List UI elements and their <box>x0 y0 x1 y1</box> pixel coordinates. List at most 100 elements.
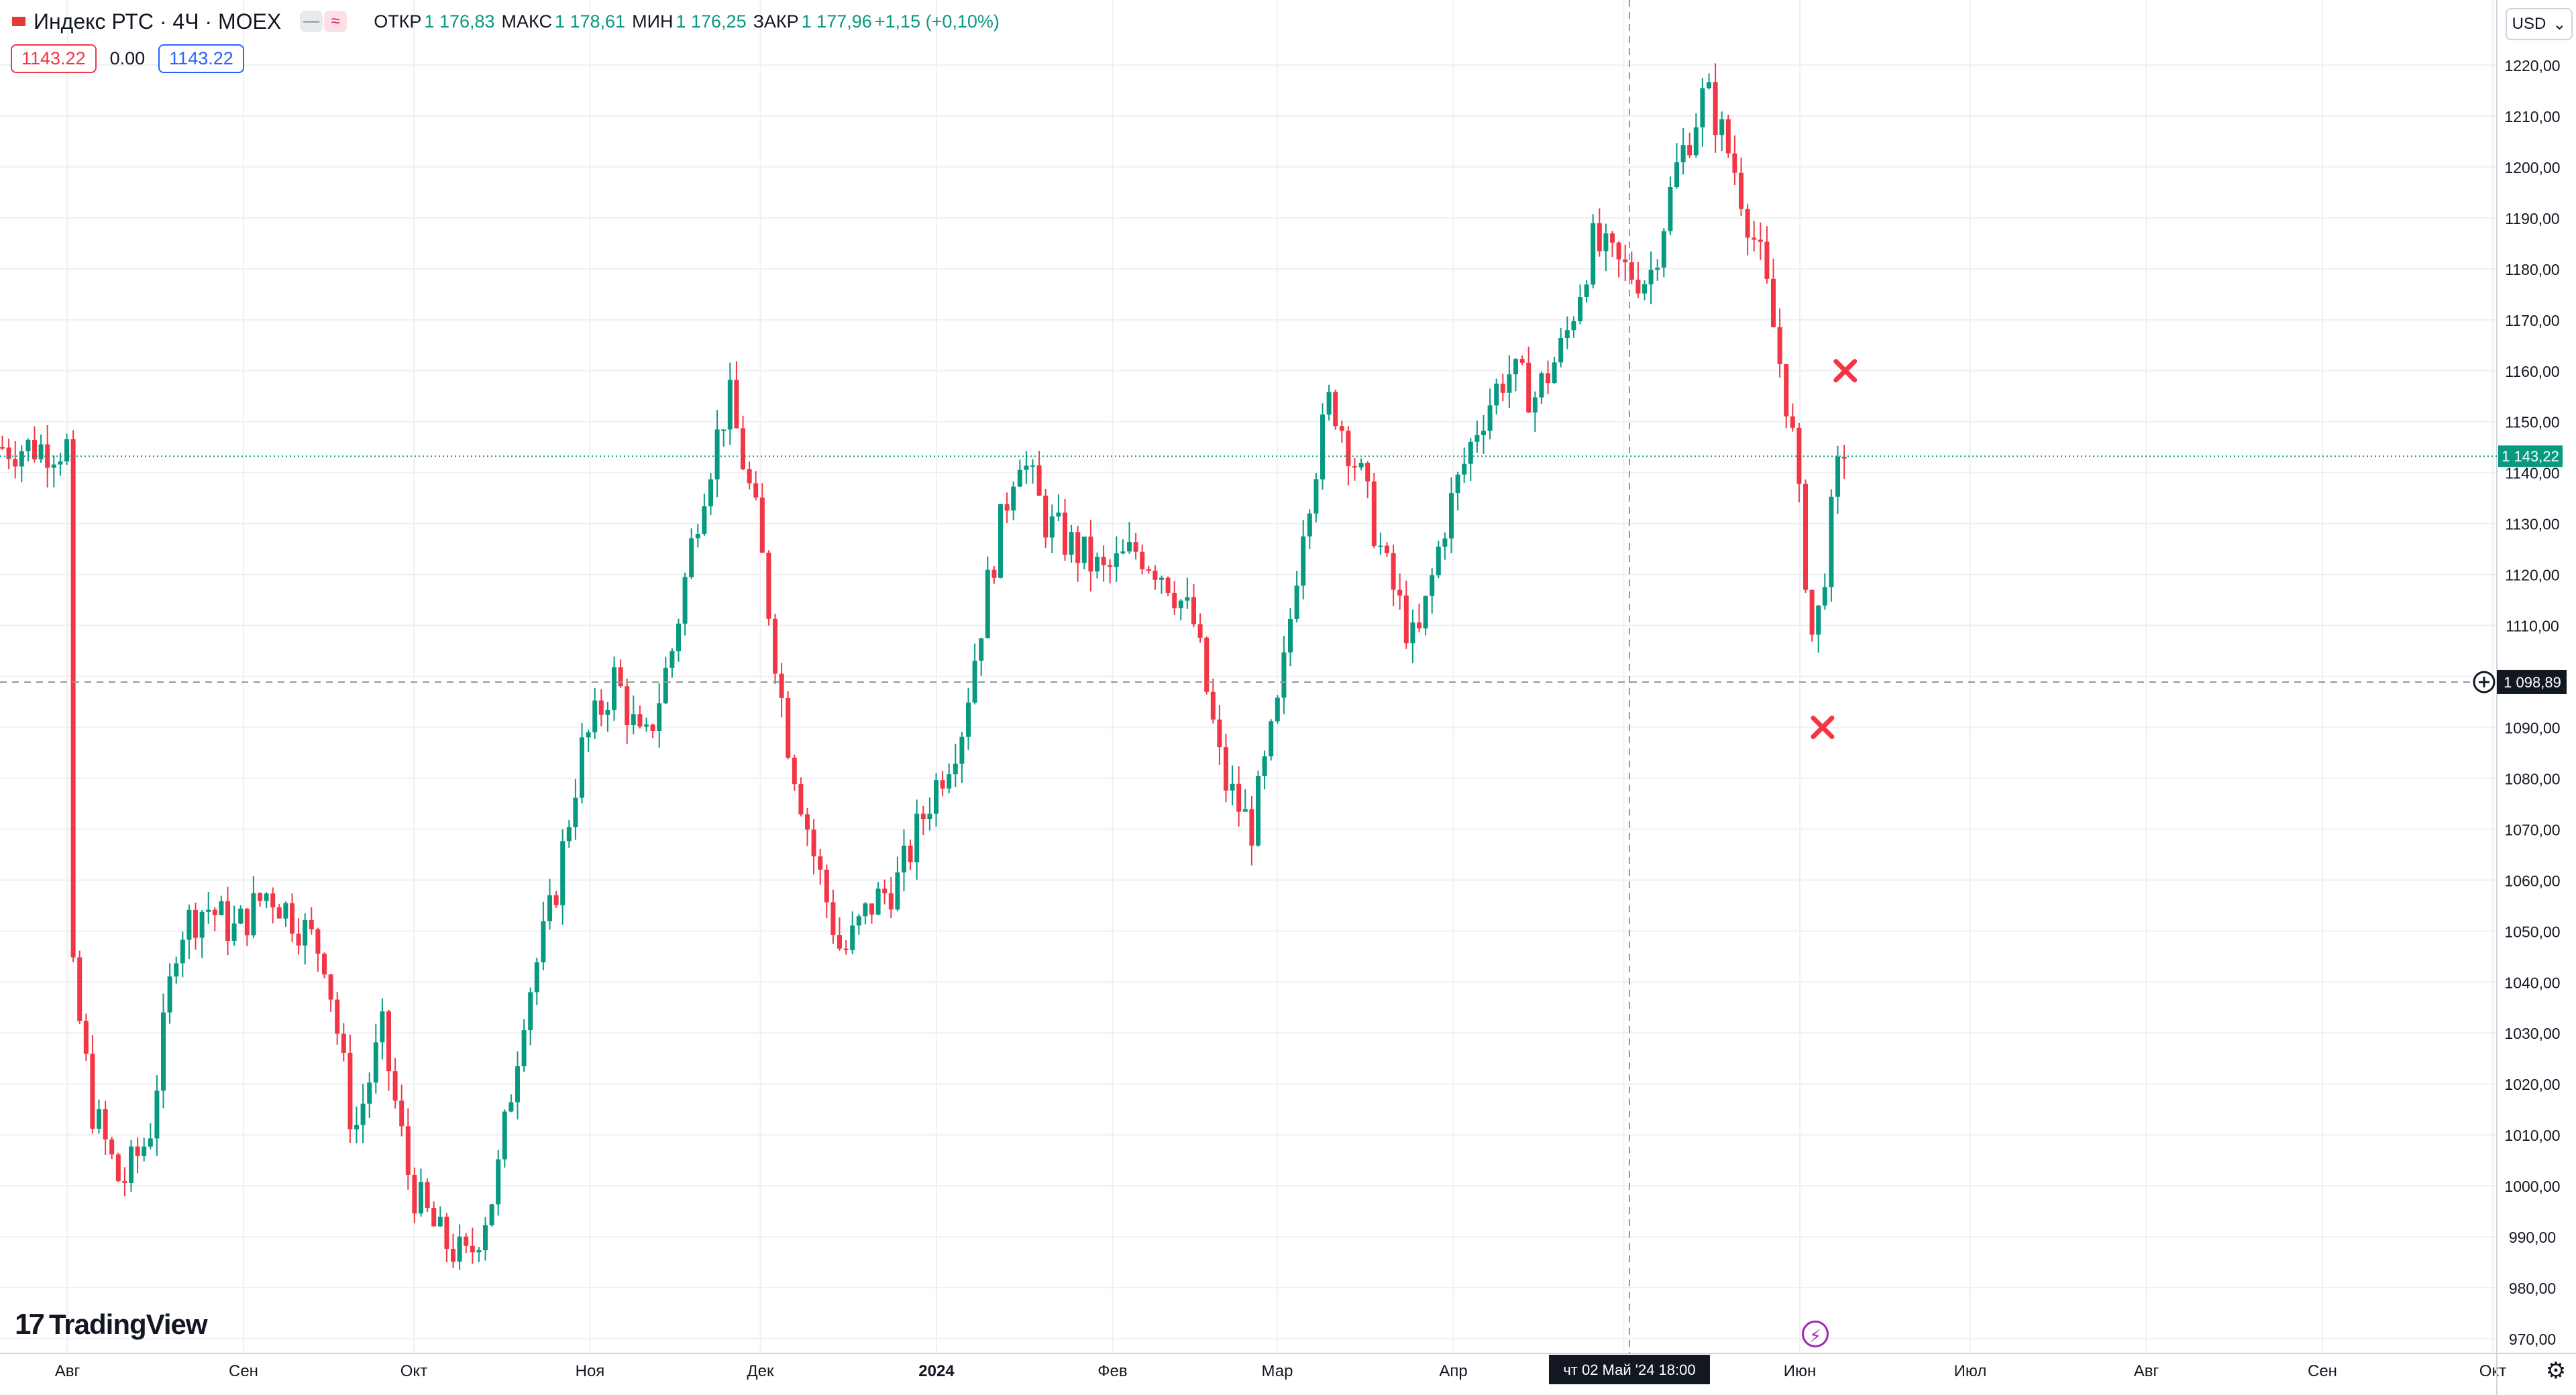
candle-body <box>154 1091 160 1139</box>
candle-body <box>792 757 797 785</box>
candle-body <box>1526 362 1532 413</box>
candle-body <box>1133 542 1138 552</box>
candle-body <box>1242 809 1248 812</box>
candle-body <box>1430 575 1435 596</box>
candle-body <box>1036 465 1042 496</box>
candle-body <box>1049 516 1055 538</box>
candle-body <box>186 909 192 940</box>
candle-body <box>1191 597 1196 624</box>
low-value: 1 176,25 <box>676 11 747 32</box>
candle-body <box>824 869 829 903</box>
candle-body <box>702 506 707 534</box>
candle-body <box>496 1159 501 1205</box>
candle-body <box>367 1082 372 1104</box>
y-tick-label: 1130,00 <box>2505 516 2559 533</box>
candle-body <box>1500 384 1505 393</box>
candle-body <box>1558 338 1564 363</box>
candle-body <box>856 916 861 926</box>
currency-select[interactable]: USD ⌄ <box>2506 8 2573 40</box>
candle-body <box>1152 570 1158 580</box>
candle-body <box>174 963 179 976</box>
candle-body <box>225 901 230 941</box>
candle-body <box>1030 465 1035 467</box>
candle-body <box>103 1109 108 1139</box>
y-tick-label: 980,00 <box>2509 1280 2556 1297</box>
candle-body <box>1732 153 1737 173</box>
approx-icon[interactable]: ≈ <box>324 11 347 32</box>
candle-body <box>502 1111 507 1160</box>
high-label: МАКС <box>501 11 552 32</box>
candle-body <box>727 380 733 430</box>
y-tick-label: 1030,00 <box>2504 1025 2560 1042</box>
candle-body <box>1301 536 1306 586</box>
y-tick-label: 1220,00 <box>2504 57 2560 74</box>
lightning-icon[interactable]: ⚡ <box>1802 1321 1829 1347</box>
candle-body <box>354 1125 359 1129</box>
candle-body <box>1474 435 1480 442</box>
candle-body <box>843 948 849 950</box>
candle-body <box>669 651 675 668</box>
brand-name: TradingView <box>48 1308 208 1340</box>
candle-body <box>1546 373 1550 384</box>
candle-body <box>1371 481 1377 547</box>
candle-body <box>444 1217 449 1249</box>
candle-body <box>1591 223 1596 285</box>
candle-body <box>830 902 836 936</box>
candle-body <box>1185 597 1190 601</box>
candle-body <box>1146 569 1151 571</box>
candle-body <box>1108 565 1113 567</box>
candle-body <box>1655 268 1660 270</box>
candle-body <box>129 1146 133 1183</box>
candle-body <box>811 829 816 856</box>
candle-body <box>657 703 662 732</box>
candle-body <box>663 667 668 704</box>
candle-body <box>1449 493 1454 539</box>
candle-body <box>650 724 655 732</box>
y-tick-label: 1020,00 <box>2504 1076 2560 1093</box>
candle-body <box>850 925 855 950</box>
candle-body <box>1313 479 1319 514</box>
minus-icon[interactable]: — <box>300 11 323 32</box>
candle-body <box>1809 590 1815 635</box>
candle-body <box>985 569 990 638</box>
x-tick-label: Фев <box>1097 1362 1127 1380</box>
y-tick-label: 1110,00 <box>2506 618 2559 635</box>
candle-body <box>1069 532 1074 555</box>
candle-body <box>541 921 546 962</box>
candle-body <box>1275 698 1280 722</box>
candle-body <box>1597 223 1602 252</box>
candle-body <box>270 893 276 907</box>
candle-body <box>592 700 598 732</box>
candle-body <box>895 872 900 910</box>
y-tick-label: 1050,00 <box>2504 923 2560 940</box>
candle-body <box>1172 592 1177 608</box>
candle-body <box>399 1100 405 1127</box>
symbol-title[interactable]: Индекс РТС · 4Ч · MOEX <box>34 9 282 34</box>
candle-body <box>1764 241 1770 279</box>
candle-body <box>328 974 333 1000</box>
candle-body <box>869 903 874 915</box>
candle-body <box>1552 362 1557 384</box>
candle-body <box>335 999 340 1034</box>
flag-icon <box>12 17 25 26</box>
tradingview-logo[interactable]: 17 TradingView <box>15 1308 208 1341</box>
candle-body <box>1101 557 1106 565</box>
candle-body <box>1230 783 1235 791</box>
candle-body <box>695 533 700 539</box>
candle-body <box>437 1217 443 1227</box>
buy-button[interactable]: 1143.22 <box>158 44 244 73</box>
candle-body <box>1262 756 1267 777</box>
candle-body <box>1700 88 1705 127</box>
candle-body <box>1784 364 1789 416</box>
candle-body <box>1365 463 1371 482</box>
candle-body <box>296 934 301 946</box>
y-tick-label: 1190,00 <box>2505 210 2559 227</box>
candle-body <box>1088 537 1093 572</box>
candle-body <box>1487 405 1493 431</box>
sell-button[interactable]: 1143.22 <box>11 44 97 73</box>
gear-icon[interactable]: ⚙ <box>2545 1358 2567 1384</box>
change-value: +1,15 (+0,10%) <box>874 11 1000 32</box>
candle-body <box>1410 622 1415 644</box>
candle-body <box>902 845 906 873</box>
